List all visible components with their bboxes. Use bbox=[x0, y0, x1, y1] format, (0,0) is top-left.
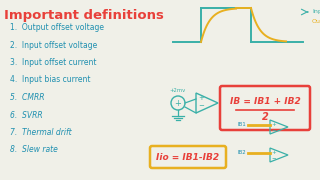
Text: Iio = IB1-IB2: Iio = IB1-IB2 bbox=[156, 152, 220, 161]
Text: 7.  Thermal drift: 7. Thermal drift bbox=[10, 128, 72, 137]
Text: −: − bbox=[271, 127, 276, 132]
Text: +: + bbox=[175, 98, 181, 107]
Text: 6.  SVRR: 6. SVRR bbox=[10, 111, 43, 120]
Text: +: + bbox=[198, 95, 204, 101]
Text: −: − bbox=[271, 156, 276, 161]
Text: 2: 2 bbox=[262, 112, 268, 122]
FancyBboxPatch shape bbox=[150, 146, 226, 168]
Text: 3.  Input offset current: 3. Input offset current bbox=[10, 58, 97, 67]
Text: Input: Input bbox=[312, 10, 320, 15]
Text: +: + bbox=[271, 122, 276, 127]
Text: 1.  Output offset voltage: 1. Output offset voltage bbox=[10, 23, 104, 32]
Text: IB = IB1 + IB2: IB = IB1 + IB2 bbox=[230, 97, 300, 106]
Text: Output: Output bbox=[312, 19, 320, 24]
Text: −: − bbox=[198, 103, 204, 109]
Text: 4.  Input bias current: 4. Input bias current bbox=[10, 75, 91, 84]
FancyBboxPatch shape bbox=[220, 86, 310, 130]
Text: +: + bbox=[271, 150, 276, 154]
Text: IB2: IB2 bbox=[237, 150, 246, 156]
Text: IB1: IB1 bbox=[237, 123, 246, 127]
Text: 2.  Input offset voltage: 2. Input offset voltage bbox=[10, 40, 97, 50]
Text: 5.  CMRR: 5. CMRR bbox=[10, 93, 44, 102]
Text: +2mv: +2mv bbox=[170, 88, 186, 93]
Text: 8.  Slew rate: 8. Slew rate bbox=[10, 145, 58, 154]
Text: Important definitions: Important definitions bbox=[4, 9, 164, 22]
